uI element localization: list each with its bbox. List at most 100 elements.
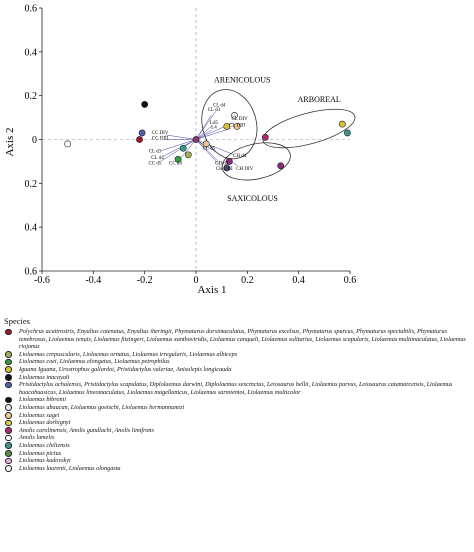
x-tick-label: 0.4 [292,275,305,286]
legend-label: Polychrus acutirostris, Enyalius catenat… [19,328,466,351]
legend-item: Liolaemus bibronii [4,396,474,404]
legend-title: Species [4,316,30,326]
legend-label: Liolaemus coei, Liolaemus elongatus, Lio… [19,358,170,366]
legend: Species Polychrus acutirostris, Enyalius… [0,316,474,472]
legend-item: Anolis lamelis [4,434,474,442]
legend-item: Liolaemus chiliensis [4,442,474,450]
legend-swatch [5,442,12,449]
data-point [344,129,351,137]
legend-swatch [5,450,12,457]
legend-label: Liolaemus chiliensis [19,441,70,449]
data-point [174,155,182,163]
legend-label: Iguana Iguana, Urostrophus gallardoi, Pr… [19,365,232,373]
point-label: CL d4 [151,156,164,161]
legend-item: Liolaemus crepuscularis, Liolaemus ornat… [4,351,474,359]
group-label: ARBOREAL [298,95,341,104]
group-label: SAXICOLOUS [227,194,278,203]
legend-label: Liolaemus sagei [19,411,60,419]
vector-line [195,139,234,155]
y-tick-label: 0.2 [25,179,38,190]
point-label: CH DIII [216,167,233,172]
point-label: CC DIII [152,137,169,142]
legend-item: Liolaemus abaucan, Liolaemus goetschi, L… [4,404,474,412]
legend-swatch [5,412,12,419]
legend-label: Liolaemus abaucan, Liolaemus goetschi, L… [19,403,185,411]
legend-label: Liolaemus pictus [19,449,62,457]
data-point [64,140,72,148]
point-label: CH d4 [233,154,247,159]
vector-line [195,139,221,166]
data-point [233,122,241,130]
point-label: CH DIV [236,167,253,172]
group-label: ARENICOLOUS [214,76,270,85]
data-point [223,164,231,172]
y-tick-label: 0 [32,135,37,146]
data-point [202,140,210,148]
point-label: CL d4 [213,104,226,109]
legend-label: Liolaemus bibronii [19,396,67,404]
data-point [223,122,231,130]
arboreal-ellipse [262,108,356,149]
legend-label: Liolaemus laurenti, Liolaemus olongasta [19,464,121,472]
data-point [136,136,143,143]
legend-swatch [5,366,12,373]
legend-item: Liolaemus kadovskyi [4,457,474,465]
data-point [138,129,146,137]
legend-swatch [5,427,12,434]
point-label: CL DIII [229,123,245,128]
vector-line [165,134,197,140]
y-tick-label: 0.6 [25,267,38,278]
y-tick-label: 0.4 [25,47,38,58]
legend-swatch [5,404,12,411]
legend-swatch [5,457,12,465]
legend-label: Liolaemus kadovskyi [19,457,71,465]
data-point [184,151,192,159]
axes: -0.6 -0.4 -0.2 0 0.2 0.4 0.6 0.6 0.4 0.2 0 0.2 0.4 0.… [25,4,357,287]
point-label: CL d3 [208,108,221,113]
legend-items: Polychrus acutirostris, Enyalius catenat… [0,328,474,472]
vector-line [178,139,197,162]
vector-line [163,139,197,157]
vector-line [161,139,197,151]
point-label: CL DIV [231,117,248,122]
legend-item: Liolaemus pictus [4,450,474,458]
legend-item: Polychrus acutirostris, Enyalius catenat… [4,328,474,351]
point-label: CL d5 [203,146,216,151]
habitat-groups: ARENICOLOUS ARBOREAL SAXICOLOUS [201,76,356,203]
legend-swatch [5,396,12,404]
legend-item: Anolis carolinensis, Anolis gundlachi, A… [4,427,474,435]
point-label: CC d4 [169,162,182,167]
data-point [261,133,269,141]
legend-label: Liolaemus crepuscularis, Liolaemus ornat… [19,350,238,358]
legend-swatch [5,374,12,381]
x-tick-label: -0.4 [85,275,101,286]
data-point [141,101,149,108]
legend-item: Liolaemus coei, Liolaemus elongatus, Lio… [4,358,474,366]
legend-label: Liolaemus inacayali [19,373,70,381]
legend-label: Liolaemus dorbignyi [19,419,71,427]
legend-label: Anolis carolinensis, Anolis gundlachi, A… [19,426,154,434]
vector-line [195,128,231,140]
saxicolous-ellipse [221,142,291,181]
legend-swatch [5,358,12,366]
y-axis-label: Axis 2 [4,127,16,156]
x-tick-label: 0.6 [344,275,357,286]
data-point [225,158,233,165]
y-tick-label: 0.4 [25,223,38,234]
data-point [179,144,187,152]
data-point [192,136,200,143]
point-label: L4 [211,126,217,131]
vector-line [195,111,216,140]
x-tick-label: -0.6 [34,275,50,286]
legend-item: Liolaemus inacayali [4,374,474,382]
y-tick-label: 0.6 [25,4,38,15]
scatter-plot: -0.6 -0.4 -0.2 0 0.2 0.4 0.6 0.6 0.4 0.2 0 0.2 0.4 0.… [4,4,357,297]
point-label: CH d3 [215,162,229,167]
x-tick-label: -0.2 [137,275,153,286]
legend-item: Liolaemus laurenti, Liolaemus olongasta [4,465,474,473]
legend-swatch [5,419,12,427]
legend-item: Liolaemus dorbignyi [4,419,474,427]
legend-item: Pristidactylus achalensis, Pristidactylu… [4,381,474,396]
point-label: Ld5 [210,121,219,126]
legend-swatch [5,328,12,335]
